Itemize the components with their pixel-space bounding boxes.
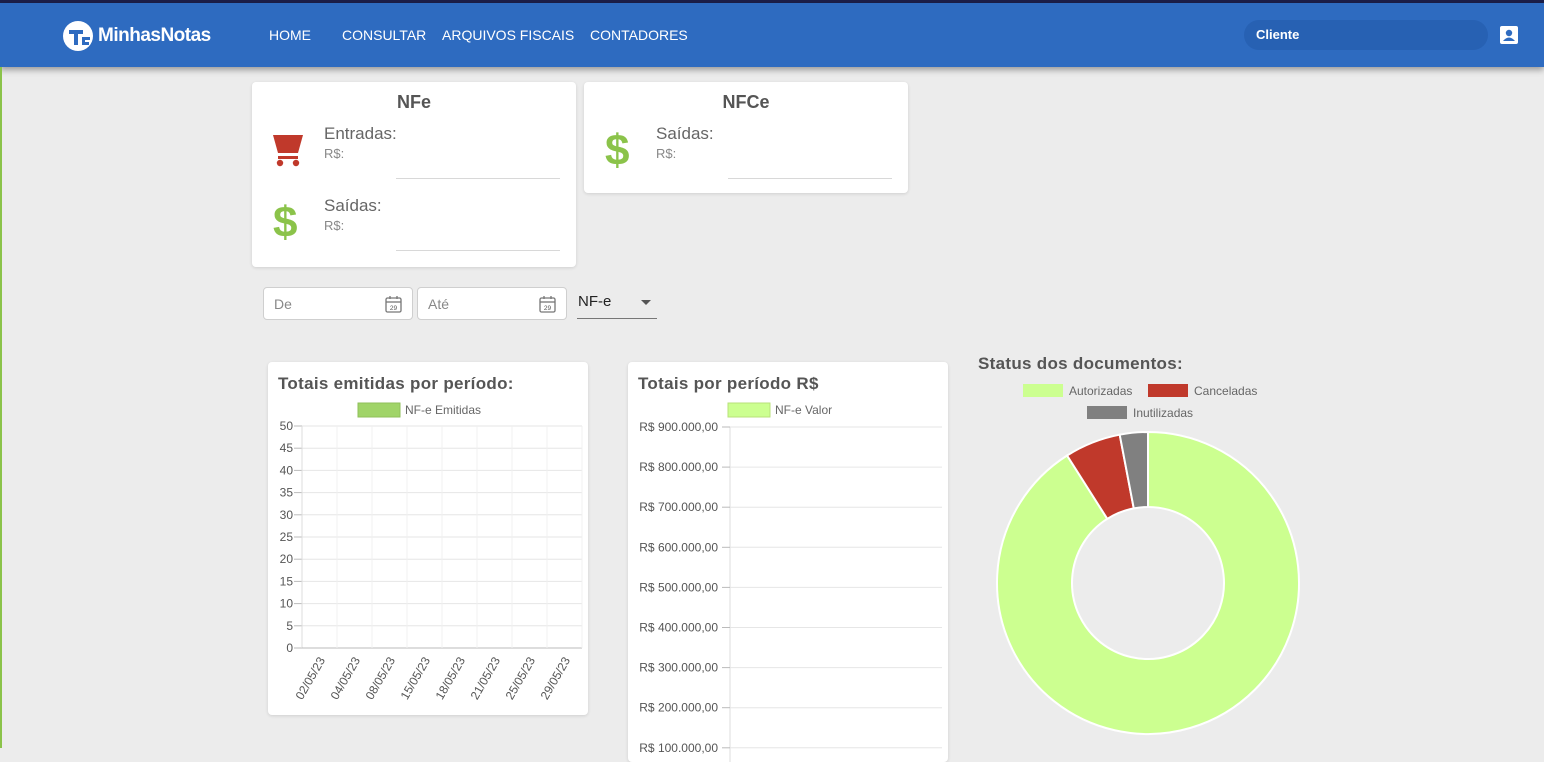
- x-tick-label: 18/05/23: [433, 654, 469, 702]
- y-tick-label: 30: [280, 508, 294, 522]
- nfe-entradas-value: R$:: [324, 146, 345, 161]
- account-box-icon[interactable]: [1499, 25, 1519, 45]
- chart-emitidas-card: Totais emitidas por período: NF-e Emitid…: [268, 362, 588, 715]
- x-tick-label: 02/05/23: [293, 654, 329, 702]
- y-tick-label: R$ 600.000,00: [639, 540, 718, 554]
- legend-label: NF-e Emitidas: [405, 403, 481, 417]
- nfe-entradas-divider: [396, 178, 560, 179]
- nav-consultar[interactable]: CONSULTAR: [342, 27, 427, 43]
- nfce-saidas-divider: [728, 178, 892, 179]
- legend-label: Autorizadas: [1069, 384, 1132, 398]
- y-tick-label: R$ 900.000,00: [639, 420, 718, 434]
- logo[interactable]: MinhasNotas: [62, 21, 211, 51]
- legend-swatch: [357, 402, 401, 418]
- y-tick-label: 15: [280, 574, 294, 588]
- x-tick-label: 29/05/23: [538, 654, 574, 702]
- date-to-placeholder: Até: [428, 296, 450, 312]
- nav-arquivos-fiscais[interactable]: ARQUIVOS FISCAIS: [442, 27, 575, 43]
- nfe-card: NFe Entradas: R$: $ Saídas: R$:: [252, 82, 576, 267]
- y-tick-label: R$ 800.000,00: [639, 460, 718, 474]
- doc-type-select[interactable]: NF-e: [577, 288, 657, 319]
- dropdown-arrow-icon: [641, 300, 651, 305]
- dollar-icon: $: [273, 198, 298, 247]
- y-tick-label: 20: [280, 552, 294, 566]
- nfce-saidas-label: Saídas:: [656, 124, 714, 143]
- date-from-placeholder: De: [274, 296, 292, 312]
- y-tick-label: R$ 300.000,00: [639, 661, 718, 675]
- nfe-saidas-label: Saídas:: [324, 196, 382, 215]
- nav-home[interactable]: HOME: [269, 27, 311, 43]
- calendar-day: 29: [390, 305, 398, 312]
- navbar: MinhasNotas HOME CONSULTAR ARQUIVOS FISC…: [0, 3, 1544, 67]
- y-tick-label: R$ 700.000,00: [639, 500, 718, 514]
- shopping-cart-icon: [273, 135, 303, 167]
- nfce-card-title: NFCe: [722, 92, 770, 112]
- y-tick-label: 10: [280, 597, 294, 611]
- y-tick-label: 50: [280, 419, 294, 433]
- x-tick-label: 04/05/23: [328, 654, 364, 702]
- y-tick-label: 45: [280, 441, 294, 455]
- x-tick-label: 08/05/23: [363, 654, 399, 702]
- legend-swatch: [1023, 384, 1063, 397]
- y-tick-label: 25: [280, 530, 294, 544]
- chart-valor: NF-e Valor R$ 900.000,00 R$ 800.000,00 R$ 7…: [639, 402, 942, 762]
- legend-label: Inutilizadas: [1133, 406, 1193, 420]
- legend-label: Canceladas: [1194, 384, 1257, 398]
- y-tick-label: 40: [280, 463, 294, 477]
- y-tick-label: 5: [286, 619, 293, 633]
- chart-valor-card: Totais por período R$ NF-e Valor R$ 900.0…: [628, 362, 948, 762]
- left-accent: [0, 67, 2, 748]
- pie-slice: [1118, 430, 1149, 510]
- chart-emitidas-title: Totais emitidas por período:: [278, 374, 514, 393]
- x-tick-label: 21/05/23: [468, 654, 504, 702]
- calendar-icon[interactable]: 29: [385, 295, 402, 313]
- chart-emitidas: NF-e Emitidas 0 5 10 15 20 25 30 35 40 45 50 02/05/2…: [280, 402, 583, 702]
- dollar-icon: $: [605, 126, 630, 175]
- nfce-card: NFCe $ Saídas: R$:: [584, 82, 908, 193]
- chart-valor-title: Totais por período R$: [638, 374, 819, 393]
- nfe-saidas-divider: [396, 250, 560, 251]
- y-tick-label: R$ 500.000,00: [639, 580, 718, 594]
- doc-type-value: NF-e: [578, 293, 612, 310]
- chart-status-title: Status dos documentos:: [978, 354, 1183, 373]
- nav-contadores[interactable]: CONTADORES: [590, 27, 688, 43]
- legend-swatch: [1087, 406, 1127, 419]
- pie-slice: [996, 430, 1300, 735]
- nfe-card-title: NFe: [396, 92, 431, 112]
- legend-label: NF-e Valor: [775, 403, 832, 417]
- y-tick-label: 35: [280, 486, 294, 500]
- calendar-icon[interactable]: 29: [539, 295, 556, 313]
- date-from-field[interactable]: De 29: [263, 287, 413, 320]
- calendar-day: 29: [544, 305, 552, 312]
- y-tick-label: R$ 400.000,00: [639, 621, 718, 635]
- nfe-entradas-label: Entradas:: [324, 124, 397, 143]
- y-tick-label: R$ 200.000,00: [639, 701, 718, 715]
- logo-text: MinhasNotas: [98, 25, 211, 46]
- nfce-saidas-value: R$:: [656, 146, 677, 161]
- top-border: [0, 0, 1544, 3]
- y-tick-label: 0: [286, 641, 293, 655]
- x-tick-label: 15/05/23: [398, 654, 434, 702]
- legend-swatch: [727, 402, 771, 418]
- legend-swatch: [1148, 384, 1188, 397]
- x-tick-label: 25/05/23: [503, 654, 539, 702]
- nfe-saidas-value: R$:: [324, 218, 345, 233]
- logo-icon: [63, 21, 93, 51]
- date-to-field[interactable]: Até 29: [417, 287, 567, 320]
- client-selector[interactable]: Cliente: [1244, 20, 1488, 50]
